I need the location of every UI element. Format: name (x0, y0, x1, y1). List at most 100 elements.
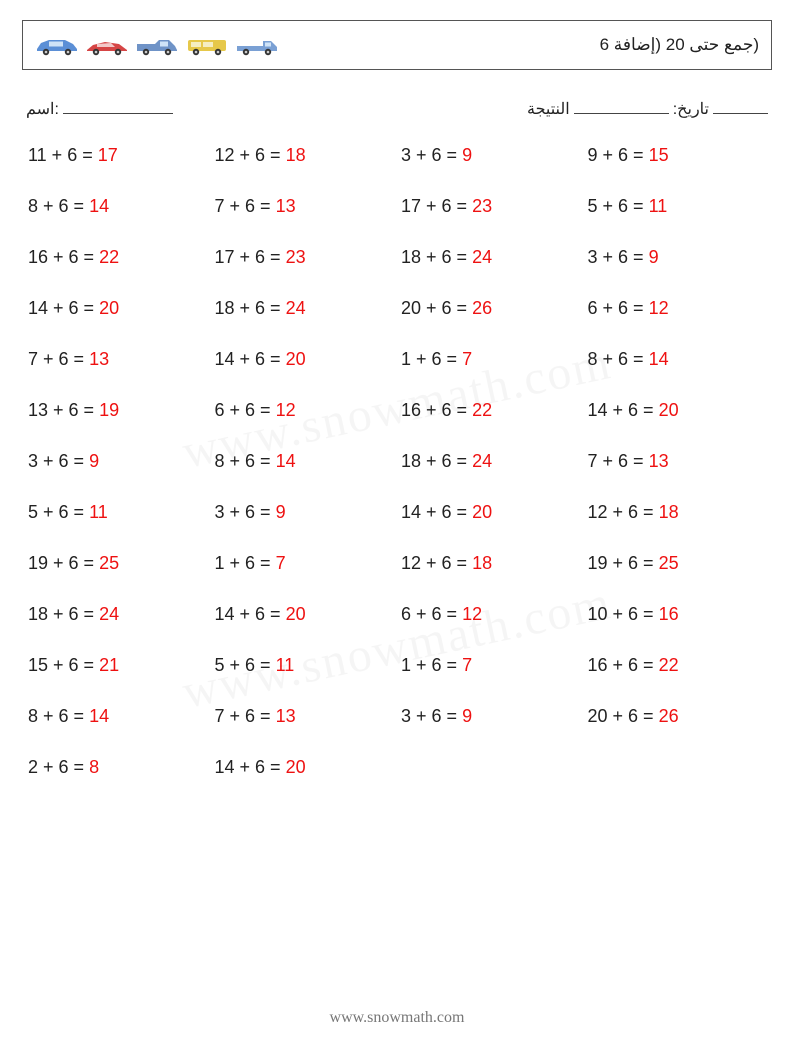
answer: 8 (89, 757, 99, 777)
math-problem (588, 757, 767, 778)
answer: 20 (286, 757, 306, 777)
result-label: النتيجة (527, 99, 570, 119)
math-problem: 3 + 6 = 9 (28, 451, 207, 472)
answer: 21 (99, 655, 119, 675)
problems-grid: 11 + 6 = 17 12 + 6 = 18 3 + 6 = 9 9 + 6 = 1… (22, 145, 772, 778)
answer: 11 (89, 502, 108, 522)
answer: 24 (99, 604, 119, 624)
answer: 14 (649, 349, 669, 369)
answer: 15 (649, 145, 669, 165)
math-problem: 8 + 6 = 14 (28, 196, 207, 217)
answer: 20 (99, 298, 119, 318)
answer: 13 (89, 349, 109, 369)
math-problem: 19 + 6 = 25 (28, 553, 207, 574)
math-problem: 7 + 6 = 13 (215, 706, 394, 727)
math-problem: 6 + 6 = 12 (215, 400, 394, 421)
answer: 12 (276, 400, 296, 420)
answer: 7 (276, 553, 286, 573)
pickup-icon (135, 34, 179, 56)
answer: 9 (276, 502, 286, 522)
answer: 7 (462, 349, 472, 369)
math-problem: 16 + 6 = 22 (588, 655, 767, 676)
math-problem: 14 + 6 = 20 (588, 400, 767, 421)
answer: 20 (286, 349, 306, 369)
answer: 7 (462, 655, 472, 675)
date-blank (713, 98, 768, 114)
math-problem: 7 + 6 = 13 (28, 349, 207, 370)
math-problem: 18 + 6 = 24 (28, 604, 207, 625)
answer: 13 (649, 451, 669, 471)
math-problem: 16 + 6 = 22 (28, 247, 207, 268)
math-problem: 14 + 6 = 20 (215, 349, 394, 370)
math-problem: 14 + 6 = 20 (215, 757, 394, 778)
math-problem: 13 + 6 = 19 (28, 400, 207, 421)
math-problem: 20 + 6 = 26 (401, 298, 580, 319)
answer: 13 (276, 196, 296, 216)
answer: 14 (89, 196, 109, 216)
math-problem: 1 + 6 = 7 (401, 655, 580, 676)
math-problem: 14 + 6 = 20 (28, 298, 207, 319)
sedan-icon (35, 34, 79, 56)
math-problem: 18 + 6 = 24 (401, 247, 580, 268)
math-problem: 16 + 6 = 22 (401, 400, 580, 421)
math-problem: 2 + 6 = 8 (28, 757, 207, 778)
name-label: اسم: (26, 99, 59, 119)
footer-url: www.snowmath.com (0, 1009, 794, 1027)
answer: 9 (462, 706, 472, 726)
math-problem: 5 + 6 = 11 (215, 655, 394, 676)
answer: 9 (89, 451, 99, 471)
answer: 24 (472, 247, 492, 267)
math-problem: 5 + 6 = 11 (28, 502, 207, 523)
math-problem: 12 + 6 = 18 (401, 553, 580, 574)
date-label: :تاريخ (673, 99, 709, 119)
answer: 23 (286, 247, 306, 267)
math-problem: 14 + 6 = 20 (215, 604, 394, 625)
worksheet-title: (جمع حتى 20 (إضافة 6 (600, 35, 759, 55)
math-problem: 10 + 6 = 16 (588, 604, 767, 625)
sports-icon (85, 34, 129, 56)
math-problem: 6 + 6 = 12 (401, 604, 580, 625)
answer: 22 (99, 247, 119, 267)
answer: 13 (276, 706, 296, 726)
answer: 11 (276, 655, 295, 675)
math-problem: 18 + 6 = 24 (401, 451, 580, 472)
answer: 23 (472, 196, 492, 216)
answer: 12 (462, 604, 482, 624)
math-problem: 14 + 6 = 20 (401, 502, 580, 523)
name-blank (63, 98, 173, 114)
math-problem: 19 + 6 = 25 (588, 553, 767, 574)
answer: 26 (659, 706, 679, 726)
math-problem: 20 + 6 = 26 (588, 706, 767, 727)
math-problem: 6 + 6 = 12 (588, 298, 767, 319)
result-date-field: النتيجة :تاريخ (527, 98, 768, 119)
math-problem: 1 + 6 = 7 (401, 349, 580, 370)
math-problem: 12 + 6 = 18 (588, 502, 767, 523)
math-problem: 12 + 6 = 18 (215, 145, 394, 166)
answer: 20 (286, 604, 306, 624)
answer: 14 (276, 451, 296, 471)
math-problem: 15 + 6 = 21 (28, 655, 207, 676)
answer: 22 (659, 655, 679, 675)
van-icon (185, 34, 229, 56)
answer: 20 (472, 502, 492, 522)
math-problem: 3 + 6 = 9 (215, 502, 394, 523)
worksheet-page: (جمع حتى 20 (إضافة 6 اسم: النتيجة :تاريخ… (0, 0, 794, 1053)
math-problem: 11 + 6 = 17 (28, 145, 207, 166)
answer: 9 (649, 247, 659, 267)
math-problem: 9 + 6 = 15 (588, 145, 767, 166)
math-problem: 18 + 6 = 24 (215, 298, 394, 319)
answer: 25 (659, 553, 679, 573)
math-problem: 17 + 6 = 23 (401, 196, 580, 217)
answer: 24 (286, 298, 306, 318)
answer: 26 (472, 298, 492, 318)
answer: 14 (89, 706, 109, 726)
math-problem: 3 + 6 = 9 (401, 706, 580, 727)
answer: 17 (98, 145, 118, 165)
answer: 12 (649, 298, 669, 318)
answer: 20 (659, 400, 679, 420)
math-problem: 7 + 6 = 13 (588, 451, 767, 472)
answer: 18 (472, 553, 492, 573)
answer: 16 (659, 604, 679, 624)
math-problem: 3 + 6 = 9 (401, 145, 580, 166)
math-problem: 7 + 6 = 13 (215, 196, 394, 217)
